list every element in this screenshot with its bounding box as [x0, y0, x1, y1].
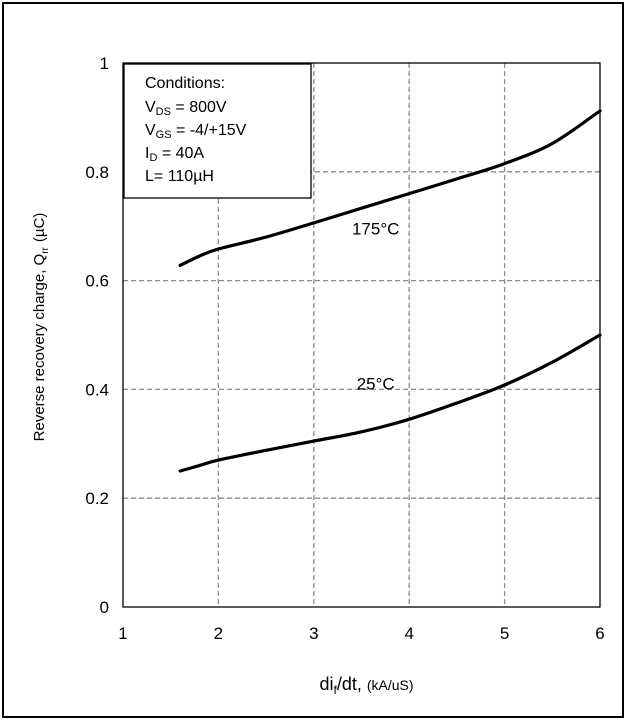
condition-subscript: DS	[156, 106, 171, 118]
series-label: 175°C	[352, 219, 399, 238]
x-axis-label-rest: /dt,	[337, 674, 362, 694]
condition-subscript: D	[149, 152, 157, 164]
series-line	[178, 109, 602, 267]
y-axis-label: Reverse recovery charge, Qrr (µC)	[31, 213, 51, 442]
series-labels: 175°C 25°C	[352, 219, 399, 393]
condition-symbol: V	[145, 122, 156, 139]
y-axis-label-units: (µC)	[31, 213, 48, 242]
y-tick-label: 0.4	[85, 380, 109, 399]
condition-symbol: I	[145, 145, 149, 162]
condition-value: = 40A	[157, 145, 204, 162]
y-axis-label-sub: rr	[40, 246, 51, 253]
y-tick-label: 0.2	[85, 489, 109, 508]
y-tick-label: 0.8	[85, 163, 109, 182]
condition-line: VGS = -4/+15V	[145, 122, 247, 141]
y-axis-label-main: Reverse recovery charge, Q	[31, 254, 48, 442]
condition-subscript: GS	[156, 129, 172, 141]
y-tick-label: 1	[100, 54, 109, 73]
y-tick-label: 0	[100, 598, 109, 617]
condition-symbol: V	[145, 99, 156, 116]
x-tick-label: 2	[214, 624, 223, 643]
condition-value: = -4/+15V	[172, 122, 247, 139]
x-axis-label-main: di	[319, 674, 333, 694]
conditions-title: Conditions:	[145, 75, 225, 92]
series-label: 25°C	[357, 374, 395, 393]
series-curves	[178, 109, 602, 473]
condition-symbol: L= 110µH	[145, 168, 214, 185]
x-tick-label: 1	[118, 624, 127, 643]
series-line	[178, 333, 602, 473]
x-axis-label-sub: f	[333, 683, 337, 697]
x-axis-label: dif/dt, (kA/uS)	[319, 674, 413, 697]
condition-value: = 800V	[171, 99, 227, 116]
condition-line: VDS = 800V	[145, 99, 227, 118]
x-tick-label: 4	[404, 624, 413, 643]
tick-labels: 1 2 3 4 5 6 0 0.2 0.4 0.6 0.8 1	[85, 54, 604, 643]
x-tick-label: 5	[500, 624, 509, 643]
x-tick-label: 3	[309, 624, 318, 643]
y-tick-label: 0.6	[85, 272, 109, 291]
x-tick-label: 6	[595, 624, 604, 643]
x-axis-label-units: (kA/uS)	[367, 677, 414, 693]
conditions-box-border	[123, 63, 312, 199]
condition-line: L= 110µH	[145, 168, 214, 185]
condition-line: ID = 40A	[145, 145, 204, 164]
